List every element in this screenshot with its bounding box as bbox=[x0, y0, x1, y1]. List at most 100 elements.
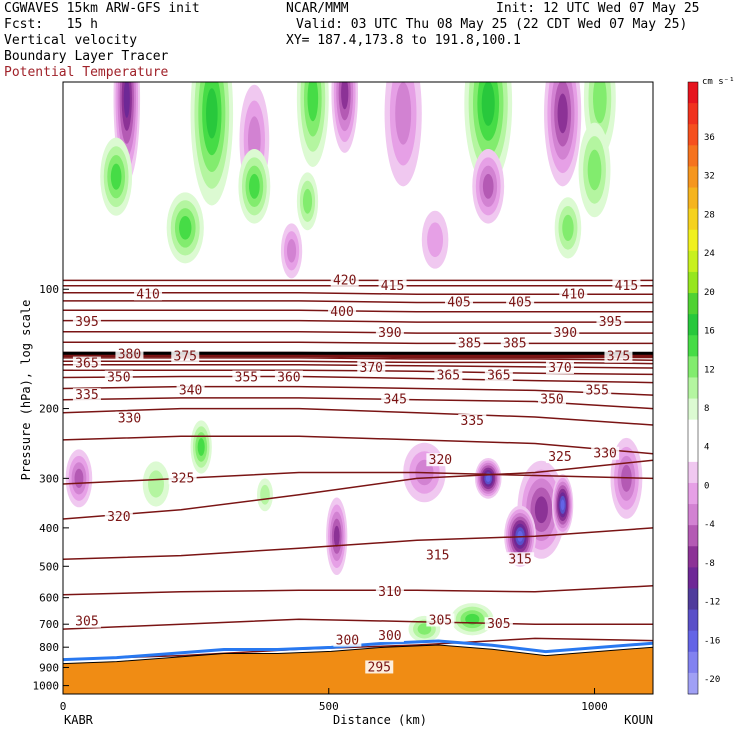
contour-label: 325 bbox=[548, 450, 571, 465]
contour-label-bg bbox=[506, 295, 535, 309]
contour-label-bg bbox=[328, 304, 357, 318]
colorbar-tick-label: -20 bbox=[704, 675, 720, 685]
downdraft-region bbox=[395, 82, 412, 145]
contour-label: 410 bbox=[562, 287, 585, 302]
field-vertical-velocity: Vertical velocity bbox=[4, 33, 138, 48]
valid-time: Valid: 03 UTC Thu 08 May 25 (22 CDT Wed … bbox=[296, 17, 688, 32]
colorbar-tick-label: 36 bbox=[704, 133, 715, 143]
contour-label: 305 bbox=[429, 613, 452, 628]
contour-label-bg bbox=[333, 633, 362, 647]
contour-label: 405 bbox=[508, 295, 531, 310]
x-axis-label: Distance (km) bbox=[333, 713, 427, 727]
contour-label-bg bbox=[434, 368, 463, 382]
init-time: Init: 12 UTC Wed 07 May 25 bbox=[496, 1, 700, 16]
colorbar-swatch bbox=[688, 293, 698, 315]
theta-contour-line bbox=[63, 585, 653, 596]
contour-label: 405 bbox=[447, 295, 470, 310]
theta-contour-line bbox=[63, 375, 653, 384]
contour-label: 365 bbox=[437, 368, 460, 383]
colorbar-tick-label: 28 bbox=[704, 210, 715, 220]
contour-label: 410 bbox=[136, 287, 159, 302]
contour-label: 305 bbox=[487, 617, 510, 632]
x-tick-label: 0 bbox=[60, 700, 67, 713]
contour-label: 310 bbox=[378, 585, 401, 600]
contour-label: 360 bbox=[277, 371, 300, 386]
contour-label-bg bbox=[365, 660, 394, 674]
colorbar-swatch bbox=[688, 250, 698, 273]
contour-label: 395 bbox=[599, 315, 622, 330]
theta-contour-line bbox=[63, 319, 653, 323]
colorbar-swatch bbox=[688, 314, 698, 336]
contour-label: 300 bbox=[336, 634, 359, 649]
colorbar-tick-label: 16 bbox=[704, 327, 715, 337]
downdraft-region bbox=[123, 82, 130, 118]
contour-label-bg bbox=[274, 370, 303, 384]
colorbar-swatch bbox=[688, 377, 698, 400]
downdraft-region bbox=[333, 525, 340, 547]
downdraft-region bbox=[557, 93, 568, 134]
colorbar-tick-label: 4 bbox=[704, 443, 709, 453]
colorbar-swatch bbox=[688, 229, 698, 252]
theta-contour-line bbox=[63, 527, 653, 561]
colorbar-swatch bbox=[688, 187, 698, 210]
contour-label-bg bbox=[591, 446, 620, 460]
contour-label: 370 bbox=[360, 361, 383, 376]
colorbar-tick-label: -16 bbox=[704, 636, 720, 646]
colorbar-tick-label: -4 bbox=[704, 520, 715, 530]
colorbar-swatch bbox=[688, 335, 698, 357]
contour-label-bg bbox=[171, 349, 200, 363]
downdraft-region bbox=[74, 468, 84, 489]
updraft-region bbox=[307, 82, 319, 122]
theta-contour-line bbox=[63, 407, 653, 426]
updraft-region bbox=[249, 173, 260, 199]
contour-label: 325 bbox=[171, 471, 194, 486]
contour-label-bg bbox=[72, 356, 101, 370]
contour-label: 395 bbox=[75, 315, 98, 330]
contour-label: 355 bbox=[585, 383, 608, 398]
colorbar-swatch bbox=[688, 630, 698, 653]
contour-label-bg bbox=[500, 336, 529, 350]
contour-label-bg bbox=[423, 548, 452, 562]
downdraft-region bbox=[482, 173, 494, 199]
org-label: NCAR/MMM bbox=[286, 1, 349, 16]
contour-label-bg bbox=[104, 370, 133, 384]
colorbar-swatch bbox=[688, 672, 698, 695]
updraft-region bbox=[197, 438, 205, 456]
contour-label-bg bbox=[604, 349, 633, 363]
contour-label: 295 bbox=[368, 660, 391, 675]
colorbar-swatch bbox=[688, 356, 698, 378]
contour-label: 320 bbox=[107, 510, 130, 525]
contour-label: 350 bbox=[540, 393, 563, 408]
updraft-region bbox=[593, 82, 607, 124]
updraft-region bbox=[465, 613, 480, 625]
contour-label-bg bbox=[596, 315, 625, 329]
contour-label: 330 bbox=[593, 447, 616, 462]
contour-label-bg bbox=[545, 360, 574, 374]
contour-label: 335 bbox=[75, 388, 98, 403]
updraft-region bbox=[260, 484, 270, 505]
contour-label-bg bbox=[458, 414, 487, 428]
colorbar-swatch bbox=[688, 103, 698, 125]
updraft-region bbox=[302, 188, 313, 214]
colorbar-swatch bbox=[688, 440, 698, 463]
downdraft-region bbox=[560, 499, 565, 511]
updraft-region bbox=[110, 163, 122, 190]
field-potential-temperature: Potential Temperature bbox=[4, 65, 169, 80]
contour-label-bg bbox=[72, 614, 101, 628]
contour-label-bg bbox=[426, 613, 455, 627]
colorbar-swatch bbox=[688, 145, 698, 167]
contour-label: 420 bbox=[333, 273, 356, 288]
colorbar-swatch bbox=[688, 124, 698, 146]
contour-label: 335 bbox=[461, 414, 484, 429]
contour-label: 345 bbox=[383, 393, 406, 408]
right-endpoint-station: KOUN bbox=[624, 713, 653, 727]
terrain-surface bbox=[63, 644, 653, 694]
contour-label: 390 bbox=[554, 326, 577, 341]
contour-label-bg bbox=[375, 629, 404, 643]
contour-label: 350 bbox=[107, 371, 130, 386]
colorbar-swatch bbox=[688, 588, 698, 611]
y-tick-label: 400 bbox=[39, 522, 59, 535]
contour-label-bg bbox=[115, 347, 144, 361]
colorbar-swatch bbox=[688, 609, 698, 632]
